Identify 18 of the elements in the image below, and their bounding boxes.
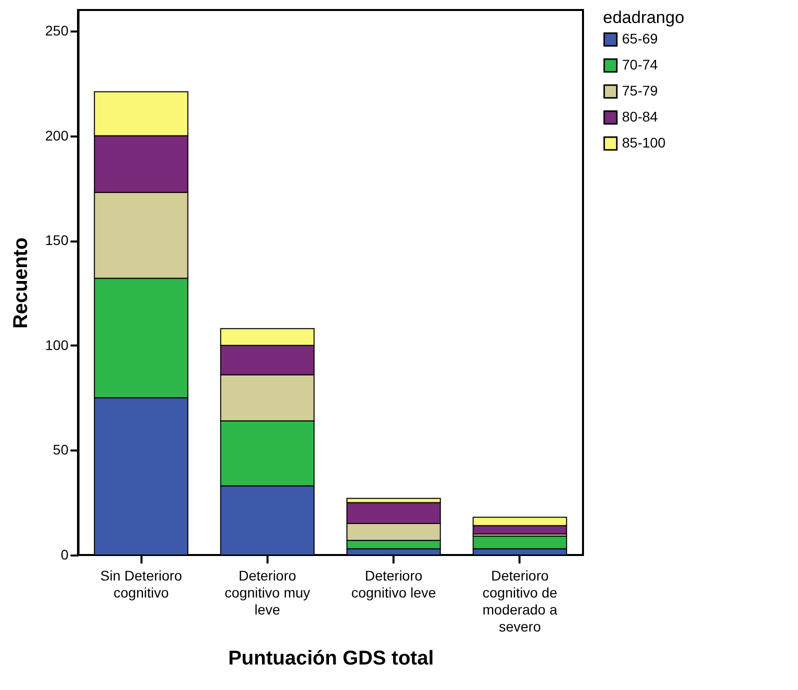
y-tick-label: 100: [45, 336, 69, 353]
x-axis-title: Puntuación GDS total: [228, 648, 434, 670]
legend-title: edadrango: [603, 8, 684, 27]
y-tick-label: 200: [45, 127, 69, 144]
legend-label: 85-100: [622, 134, 666, 150]
x-tick-label: Sin Deterioro cognitivo: [100, 568, 182, 600]
y-tick-label: 0: [60, 546, 69, 562]
y-axis-title: Recuento: [10, 237, 32, 329]
x-tick-label: Deterioro cognitivo muy leve: [224, 568, 310, 618]
x-tick-label: Deterioro cognitivo de moderado a severo: [482, 568, 558, 634]
legend-label: 80-84: [622, 108, 658, 124]
y-tick-label: 250: [45, 22, 69, 38]
x-tick-label: Deterioro cognitivo leve: [351, 568, 436, 600]
legend-label: 70-74: [622, 56, 658, 72]
legend-label: 65-69: [622, 30, 658, 46]
y-tick-label: 50: [52, 442, 69, 458]
y-tick-label: 150: [45, 232, 69, 248]
legend-label: 75-79: [622, 82, 658, 98]
